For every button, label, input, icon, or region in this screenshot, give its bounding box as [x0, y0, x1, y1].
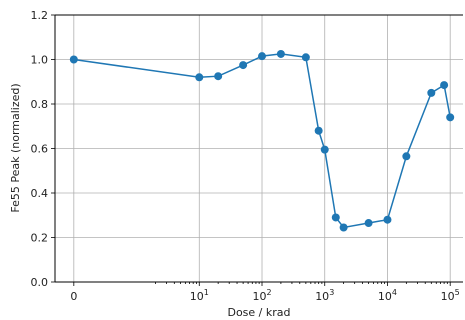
- data-point: [69, 55, 78, 64]
- data-point: [383, 215, 392, 224]
- data-point: [402, 152, 411, 161]
- data-point: [364, 219, 373, 228]
- data-point: [301, 53, 310, 62]
- x-axis-label: Dose / krad: [227, 306, 290, 319]
- data-point: [331, 213, 340, 222]
- y-tick-label: 0.6: [31, 143, 49, 156]
- y-tick-label: 0.4: [31, 187, 49, 200]
- y-tick-label: 1.2: [31, 9, 49, 22]
- data-point: [320, 145, 329, 154]
- series: [69, 49, 455, 232]
- data-point: [239, 61, 248, 70]
- data-point: [195, 73, 204, 82]
- ticks: 0.0 0.2 0.4 0.6 0.8 1.0 1.2 0 101 102 103 104 105: [31, 9, 460, 303]
- x-tick-label: 105: [441, 288, 460, 303]
- x-tick-label: 101: [190, 288, 209, 303]
- y-tick-label: 1.0: [31, 54, 49, 67]
- data-point: [339, 223, 348, 232]
- data-point: [314, 126, 323, 135]
- x-tick-label: 102: [252, 288, 271, 303]
- x-tick-label: 103: [315, 288, 334, 303]
- data-point: [276, 49, 285, 58]
- y-axis-label: Fe55 Peak (normalized): [9, 83, 22, 212]
- x-tick-label: 0: [70, 290, 77, 303]
- data-point: [446, 113, 455, 122]
- data-point: [258, 52, 267, 61]
- grid: [55, 14, 463, 283]
- data-point: [214, 72, 223, 81]
- y-tick-label: 0.0: [31, 276, 49, 289]
- y-tick-label: 0.2: [31, 232, 49, 245]
- data-point: [427, 88, 436, 97]
- y-tick-label: 0.8: [31, 98, 49, 111]
- data-point: [440, 81, 449, 90]
- x-tick-label: 104: [378, 288, 397, 303]
